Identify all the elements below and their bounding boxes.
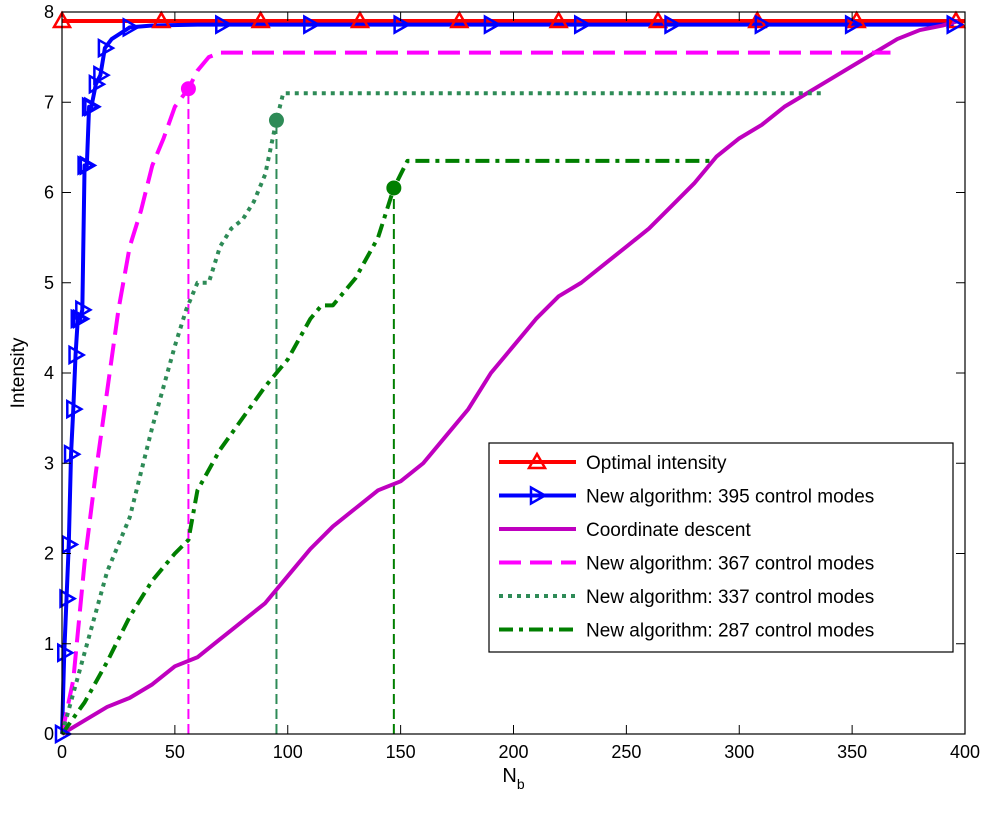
y-tick-label: 3 [44,453,54,473]
series-2-marker [303,14,321,35]
legend-label-5: New algorithm: 337 control modes [586,587,874,608]
series-5-line [60,91,823,735]
drop-lines [187,88,395,734]
series-5-stop-marker [268,112,284,128]
legend: Optimal intensity New algorithm: 395 cont… [488,442,954,653]
series-1-marker [151,10,172,29]
y-axis-label: Intensity [8,337,29,408]
y-tick-label: 6 [44,183,54,203]
series-6-line [60,158,710,736]
series-2-marker [79,155,98,176]
series-2-marker [122,17,141,38]
axis-tick-labels: 0 50 100 150 200 250 300 350 400 0 1 2 3 4 5 6 7 8 [44,2,980,762]
series-2-marker [63,444,82,465]
legend-label-3: Coordinate descent [586,520,751,541]
series-1-marker [449,10,470,29]
series-1-marker [647,10,669,29]
series-2-marker [215,14,233,35]
series-2-marker [844,14,863,35]
legend-label-4: New algorithm: 367 control modes [586,554,874,575]
series-6-stop-marker [386,180,402,196]
series-2-marker [483,14,502,35]
legend-marker-2 [529,485,548,506]
y-tick-label: 5 [44,273,54,293]
series-2-marker [93,65,111,86]
series-lines [60,19,965,736]
axis-ticks [61,11,966,735]
series-markers [51,10,967,745]
series-2-marker [54,723,73,745]
x-tick-label: 50 [165,742,185,762]
y-tick-label: 8 [44,2,54,22]
series-2-marker [75,299,93,320]
series-2-marker [664,14,683,35]
x-tick-label: 200 [498,742,528,762]
legend-box [488,442,954,653]
series-2-marker [946,14,965,35]
series-4-line [60,50,891,735]
legend-marker-1 [526,451,548,470]
series-2-marker [57,642,75,663]
series-2-marker [97,37,116,59]
series-1-marker [250,10,271,29]
x-tick-label: 400 [950,742,980,762]
series-2-marker [68,344,87,366]
series-2-marker [61,534,80,555]
x-tick-label: 150 [386,742,416,762]
series-4-stop-marker [180,81,196,97]
x-tick-label: 250 [611,742,641,762]
series-3-line [60,19,959,736]
y-tick-label: 2 [44,544,54,564]
x-axis-label-main: N [502,765,516,787]
series-2-marker [66,398,84,420]
series-2-marker [84,96,102,117]
x-tick-label: 300 [724,742,754,762]
series-2-marker [573,14,592,35]
series-2-marker [393,14,412,35]
series-1-marker [349,10,371,29]
y-tick-label: 0 [44,724,54,744]
y-tick-label: 4 [44,363,54,383]
y-tick-label: 7 [44,92,54,112]
series-2-marker [754,14,773,35]
x-tick-label: 0 [57,742,67,762]
legend-label-6: New algorithm: 287 control modes [586,621,874,642]
x-tick-label: 350 [837,742,867,762]
y-tick-label: 1 [44,634,54,654]
legend-label-2: New algorithm: 395 control modes [586,487,874,508]
series-2-marker [59,588,78,609]
series-1-marker [548,10,569,29]
series-2-marker [88,74,107,95]
x-axis-label-subscript: b [517,776,525,792]
x-tick-label: 100 [273,742,303,762]
legend-label-1: Optimal intensity [586,453,727,474]
series-2-line [60,22,954,735]
x-axis-label: Nb [502,765,524,792]
